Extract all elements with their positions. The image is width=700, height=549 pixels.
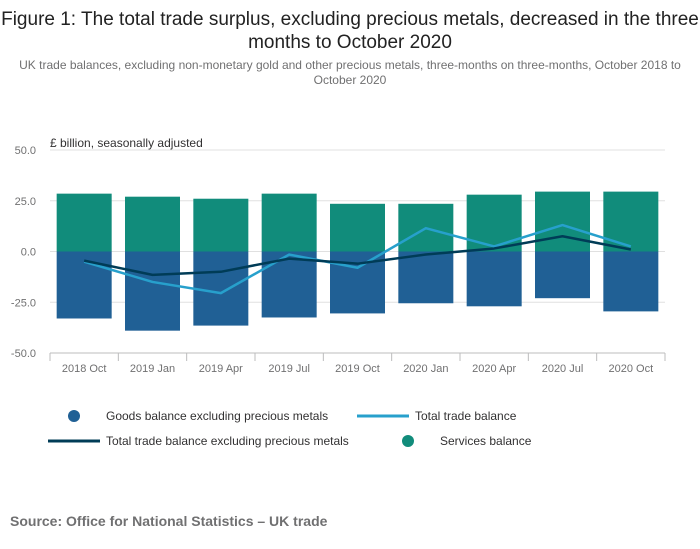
- legend-label: Total trade balance: [415, 409, 517, 423]
- total-trade-line: [83, 223, 632, 295]
- legend-label: Total trade balance excluding precious m…: [106, 434, 349, 448]
- x-tick-label: 2020 Jan: [403, 363, 448, 375]
- x-tick-label: 2019 Jul: [268, 363, 310, 375]
- y-tick-label: 0.0: [21, 247, 36, 259]
- goods-bar: [535, 251, 590, 299]
- legend-marker: [68, 410, 80, 422]
- y-tick-label: 25.0: [15, 196, 36, 208]
- legend-label: Goods balance excluding precious metals: [106, 409, 328, 423]
- x-tick-label: 2020 Jul: [542, 363, 584, 375]
- chart-subtitle: UK trade balances, excluding non-monetar…: [19, 58, 681, 87]
- goods-bar: [603, 251, 659, 312]
- services-bar: [603, 191, 659, 252]
- total-trade-excl-line: [83, 235, 632, 277]
- x-tick-label: 2019 Jan: [130, 363, 175, 375]
- legend-label: Services balance: [440, 434, 532, 448]
- services-bar: [56, 193, 112, 252]
- y-tick-label: -25.0: [11, 297, 36, 309]
- legend-marker: [402, 435, 414, 447]
- y-tick-label: -50.0: [11, 348, 36, 360]
- goods-bar: [193, 251, 249, 326]
- services-bar: [330, 203, 385, 252]
- chart-title: Figure 1: The total trade surplus, exclu…: [1, 9, 699, 53]
- source-note: Source: Office for National Statistics –…: [10, 513, 328, 529]
- services-bar: [261, 193, 317, 252]
- y-axis-label: £ billion, seasonally adjusted: [50, 136, 203, 150]
- goods-bar: [125, 251, 180, 331]
- services-bar: [535, 191, 590, 252]
- services-bar: [193, 198, 249, 252]
- x-tick-label: 2018 Oct: [62, 363, 107, 375]
- y-tick-label: 50.0: [15, 145, 36, 157]
- x-tick-label: 2019 Apr: [199, 363, 243, 375]
- goods-bar: [398, 251, 454, 304]
- x-tick-label: 2020 Oct: [609, 363, 654, 375]
- goods-bar: [466, 251, 522, 307]
- x-tick-label: 2019 Oct: [335, 363, 380, 375]
- x-tick-label: 2020 Apr: [472, 363, 516, 375]
- services-bar: [466, 194, 522, 252]
- services-bar: [125, 196, 180, 252]
